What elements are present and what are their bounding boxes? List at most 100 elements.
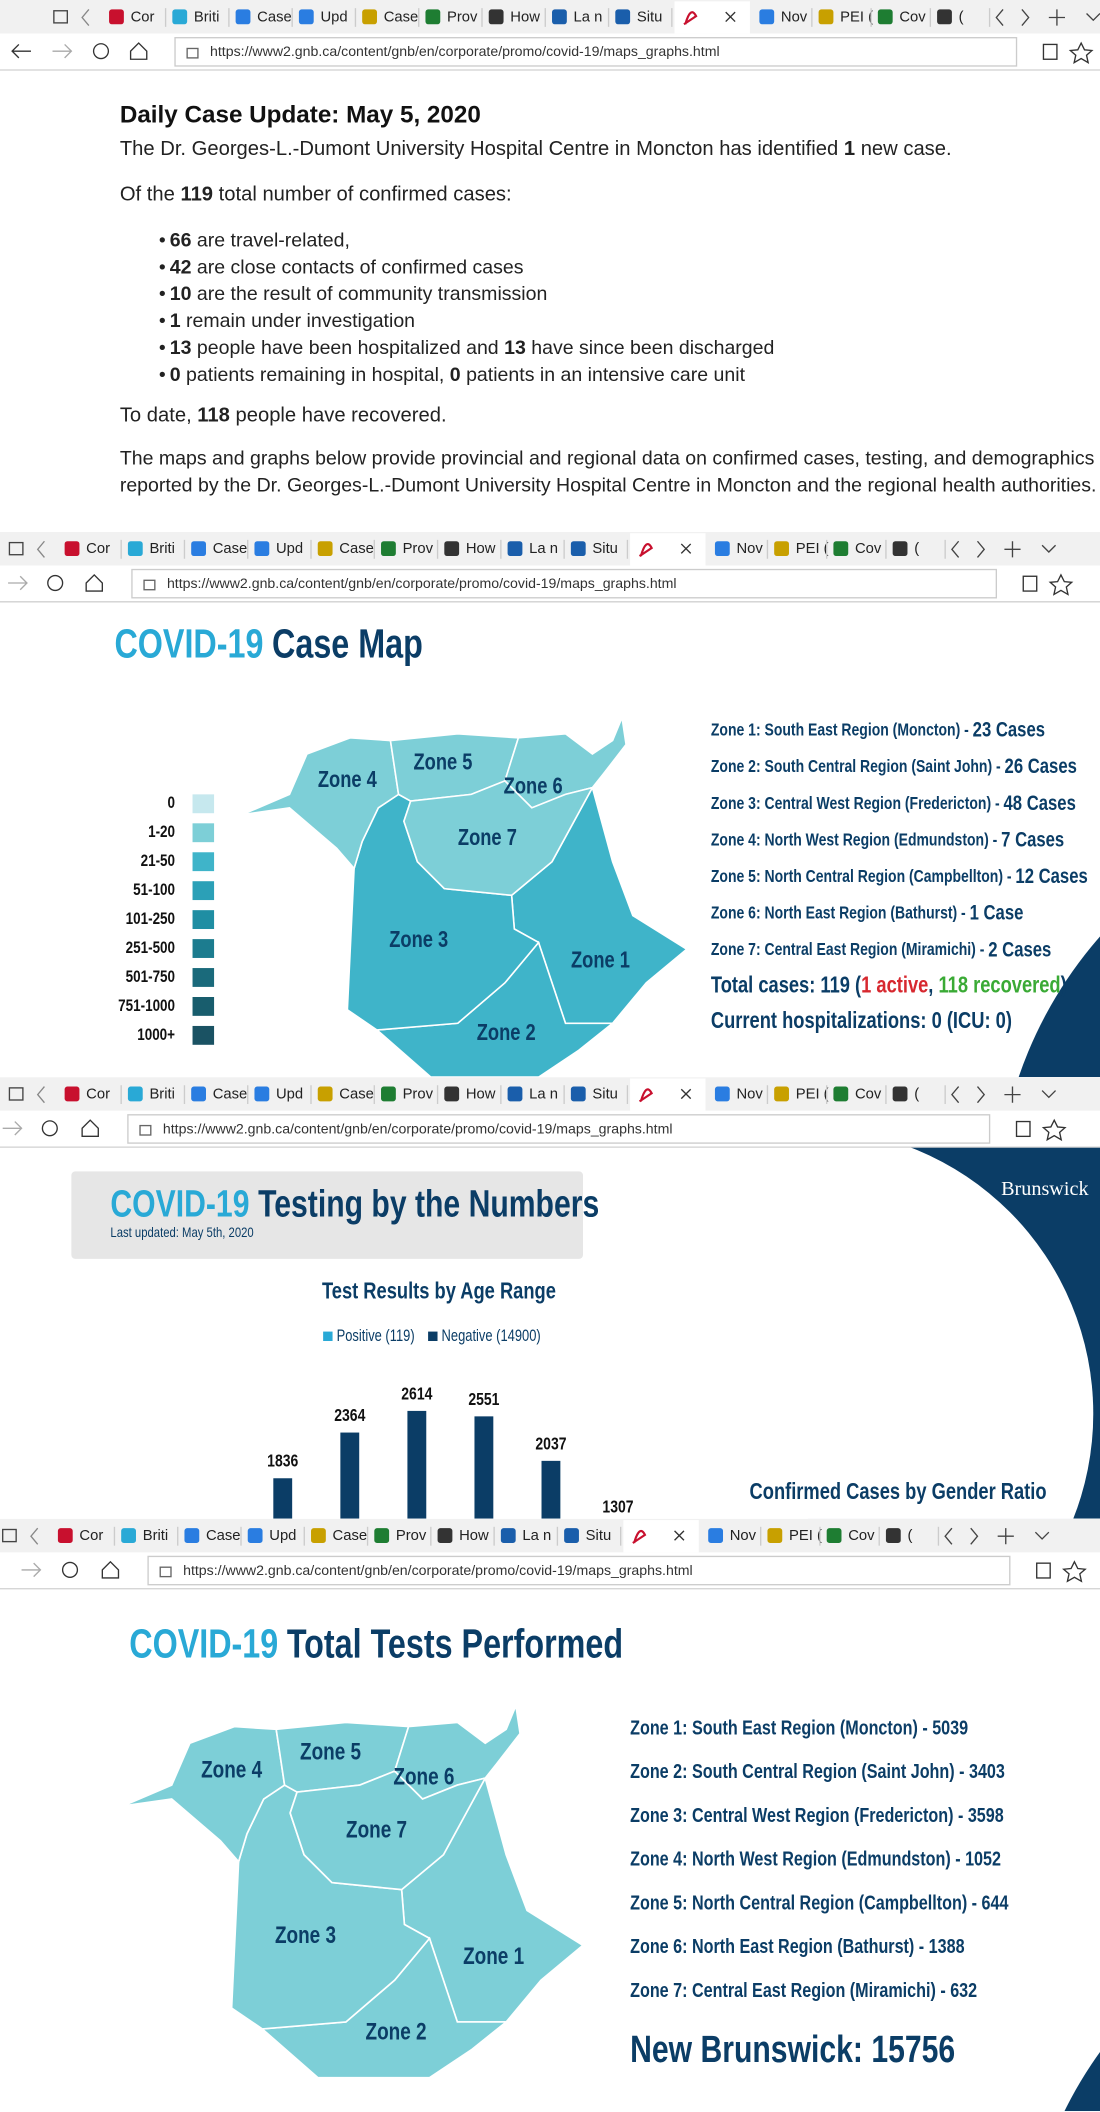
tab-label[interactable]: Cor — [86, 541, 110, 557]
tab-label[interactable]: Situ — [592, 1087, 618, 1103]
tab-icon[interactable] — [833, 541, 849, 557]
tab-icon[interactable] — [172, 9, 188, 25]
tab-icon[interactable] — [507, 541, 523, 557]
home-button[interactable] — [85, 573, 103, 592]
tab-label[interactable]: PEI ( — [789, 1528, 822, 1544]
tab-label[interactable]: Nov — [730, 1528, 757, 1544]
tab-label[interactable]: Nov — [736, 541, 763, 557]
tab-icon[interactable] — [444, 541, 460, 557]
home-button[interactable] — [101, 1560, 120, 1579]
reading-view[interactable] — [1036, 1562, 1051, 1579]
tab-label[interactable]: Nov — [736, 1087, 763, 1103]
tab-manager-icon[interactable] — [8, 1087, 24, 1101]
tab-icon[interactable] — [121, 1528, 136, 1543]
tab-icon[interactable] — [570, 1086, 586, 1102]
scroll-left[interactable] — [951, 540, 960, 558]
tab-icon[interactable] — [317, 541, 333, 557]
tab-icon[interactable] — [767, 1528, 783, 1543]
tab-icon[interactable] — [127, 1086, 143, 1102]
tab-label[interactable]: Cor — [131, 9, 155, 25]
tab-icon[interactable] — [184, 1528, 200, 1543]
tab-icon[interactable] — [500, 1528, 516, 1543]
tab-icon[interactable] — [381, 1086, 396, 1102]
tab-icon[interactable] — [381, 541, 396, 557]
scroll-right[interactable] — [976, 1086, 986, 1104]
tab-label[interactable]: Cor — [79, 1528, 103, 1544]
tab-icon[interactable] — [774, 541, 789, 557]
tab-icon[interactable] — [507, 1086, 523, 1102]
tab-icon[interactable] — [564, 1528, 579, 1543]
tabs-back-icon[interactable] — [81, 8, 90, 27]
tab-icon[interactable] — [254, 541, 270, 557]
tab-label[interactable]: Situ — [637, 9, 663, 25]
new-tab[interactable] — [997, 1528, 1014, 1545]
reading-view[interactable] — [1015, 1120, 1031, 1138]
scroll-right[interactable] — [976, 540, 986, 558]
tab-icon[interactable] — [892, 541, 908, 557]
tab-icon[interactable] — [374, 1528, 390, 1543]
tab-icon[interactable] — [247, 1528, 263, 1543]
forward-button[interactable] — [52, 43, 73, 59]
tab-label[interactable]: Situ — [592, 541, 618, 557]
tab-label[interactable]: Case — [213, 1087, 248, 1103]
tab-icon[interactable] — [127, 541, 143, 557]
reading-view[interactable] — [1042, 43, 1058, 60]
tab-label[interactable]: La n — [574, 9, 603, 25]
tab-icon[interactable] — [437, 1528, 453, 1543]
tab-label[interactable]: Briti — [143, 1528, 168, 1544]
home-button[interactable] — [129, 42, 148, 60]
tab-label[interactable]: Case — [384, 9, 419, 25]
refresh-button[interactable] — [41, 1120, 58, 1137]
active-tab[interactable] — [623, 1520, 699, 1553]
url-text[interactable]: https://www2.gnb.ca/content/gnb/en/corpo… — [183, 1562, 693, 1578]
tab-label[interactable]: Cov — [855, 541, 882, 557]
tab-label[interactable]: Situ — [586, 1528, 612, 1544]
tab-label[interactable]: How — [466, 541, 496, 557]
tab-label[interactable]: Briti — [194, 9, 219, 25]
tab-list[interactable] — [1086, 12, 1100, 22]
tabs-back-icon[interactable] — [36, 1086, 45, 1104]
tab-list[interactable] — [1034, 1531, 1050, 1540]
forward-button[interactable] — [21, 1562, 42, 1578]
tab-manager-icon[interactable] — [53, 10, 68, 24]
favorite-star[interactable] — [1062, 1560, 1087, 1583]
tab-icon[interactable] — [885, 1528, 901, 1543]
tab-icon[interactable] — [774, 1086, 789, 1102]
tab-label[interactable]: Cov — [848, 1528, 875, 1544]
scroll-left[interactable] — [944, 1527, 953, 1545]
refresh-button[interactable] — [61, 1561, 79, 1578]
new-tab[interactable] — [1004, 541, 1021, 558]
refresh-button[interactable] — [47, 574, 64, 592]
tab-label[interactable]: ( — [914, 1087, 919, 1103]
tab-icon[interactable] — [570, 541, 586, 557]
tab-label[interactable]: Prov — [396, 1528, 427, 1544]
tab-manager-icon[interactable] — [8, 541, 24, 556]
scroll-left[interactable] — [951, 1086, 960, 1104]
active-tab[interactable] — [674, 1, 750, 34]
tab-icon[interactable] — [254, 1086, 270, 1102]
tab-label[interactable]: Upd — [320, 9, 347, 25]
tab-label[interactable]: Case — [213, 541, 248, 557]
tab-label[interactable]: How — [459, 1528, 489, 1544]
active-tab[interactable] — [630, 1078, 706, 1111]
tab-label[interactable]: Upd — [269, 1528, 296, 1544]
tab-label[interactable]: Case — [339, 1087, 374, 1103]
tab-icon[interactable] — [708, 1528, 724, 1543]
tabs-back-icon[interactable] — [36, 540, 45, 558]
url-box[interactable] — [147, 1555, 1011, 1586]
tab-icon[interactable] — [362, 9, 377, 25]
home-button[interactable] — [81, 1119, 99, 1138]
back-button[interactable] — [11, 43, 31, 59]
url-text[interactable]: https://www2.gnb.ca/content/gnb/en/corpo… — [210, 43, 720, 59]
tab-icon[interactable] — [488, 9, 504, 25]
scroll-right[interactable] — [1021, 8, 1030, 27]
tab-close[interactable] — [674, 1530, 685, 1541]
tab-label[interactable]: Case — [333, 1528, 368, 1544]
tab-close[interactable] — [725, 11, 736, 23]
forward-button[interactable] — [8, 575, 28, 591]
tab-icon[interactable] — [311, 1528, 326, 1543]
tab-label[interactable]: ( — [959, 9, 964, 25]
tab-label[interactable]: PEI ( — [796, 541, 829, 557]
tab-label[interactable]: Cov — [899, 9, 926, 25]
tab-label[interactable]: Prov — [447, 9, 478, 25]
